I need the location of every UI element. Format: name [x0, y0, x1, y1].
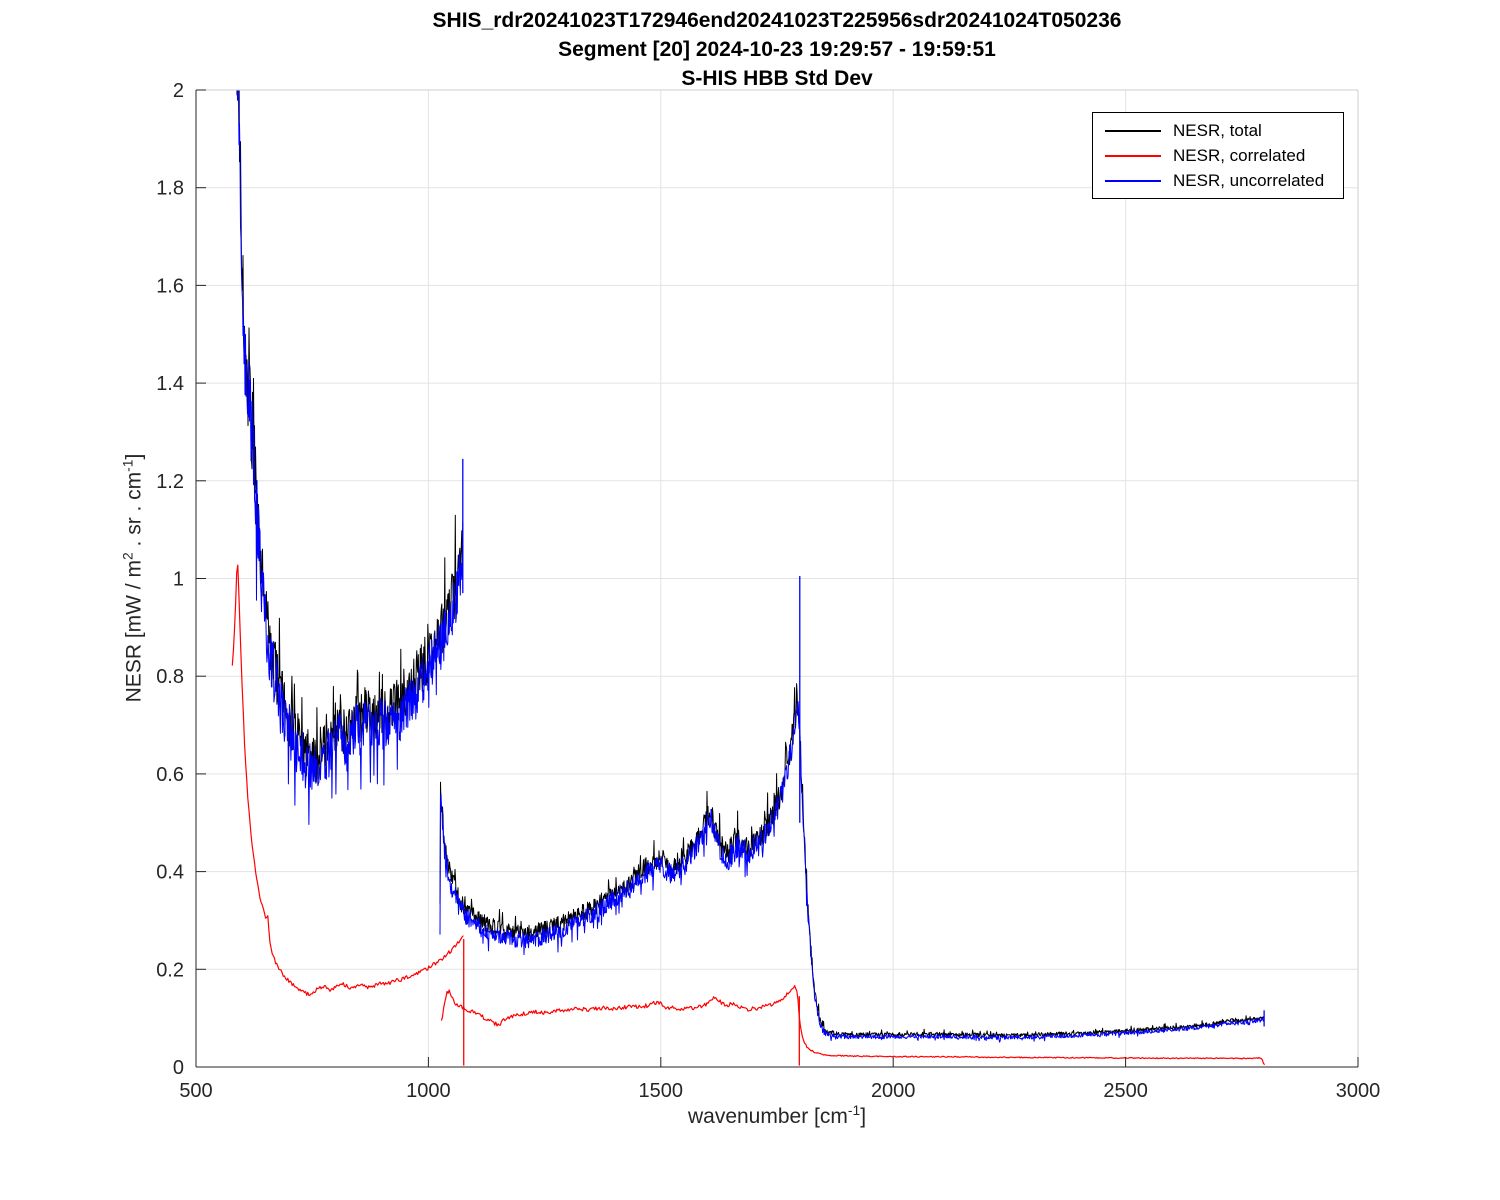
- x-axis-label: wavenumber [cm-1]: [687, 1102, 867, 1128]
- legend-line-sample-uncorrelated: [1105, 179, 1161, 182]
- legend-line-sample-total: [1105, 129, 1161, 132]
- svg-text:0: 0: [173, 1057, 184, 1079]
- svg-text:0.2: 0.2: [156, 959, 184, 981]
- chart-title: SHIS_rdr20241023T172946end20241023T22595…: [433, 6, 1122, 93]
- legend-entry-uncorrelated: NESR, uncorrelated: [1093, 168, 1343, 193]
- chart-title-line-1: SHIS_rdr20241023T172946end20241023T22595…: [432, 9, 1122, 32]
- legend-line-sample-correlated: [1105, 154, 1161, 157]
- legend-label-correlated: NESR, correlated: [1173, 145, 1306, 165]
- legend-entry-correlated: NESR, correlated: [1093, 143, 1343, 168]
- svg-text:0.6: 0.6: [156, 764, 184, 786]
- svg-text:3000: 3000: [1336, 1080, 1381, 1102]
- svg-text:0.4: 0.4: [156, 862, 184, 884]
- svg-text:1000: 1000: [406, 1080, 451, 1102]
- chart-title-line-2: Segment [20] 2024-10-23 19:29:57 - 19:59…: [558, 38, 996, 61]
- svg-text:1.2: 1.2: [156, 471, 184, 493]
- y-axis-label: NESR [mW / m2 . sr . cm-1]: [119, 453, 146, 703]
- svg-text:1.4: 1.4: [156, 373, 184, 395]
- chart-title-line-3: S-HIS HBB Std Dev: [681, 67, 873, 90]
- svg-text:500: 500: [179, 1080, 212, 1102]
- legend: NESR, total NESR, correlated NESR, uncor…: [1092, 112, 1344, 199]
- svg-text:1.6: 1.6: [156, 275, 184, 297]
- svg-text:2: 2: [173, 80, 184, 102]
- legend-label-uncorrelated: NESR, uncorrelated: [1173, 170, 1325, 190]
- svg-text:1500: 1500: [639, 1080, 684, 1102]
- svg-text:2500: 2500: [1103, 1080, 1148, 1102]
- svg-text:1: 1: [173, 569, 184, 591]
- legend-label-total: NESR, total: [1173, 120, 1262, 140]
- svg-text:0.8: 0.8: [156, 666, 184, 688]
- svg-text:1.8: 1.8: [156, 178, 184, 200]
- legend-entry-total: NESR, total: [1093, 118, 1343, 143]
- svg-text:2000: 2000: [871, 1080, 916, 1102]
